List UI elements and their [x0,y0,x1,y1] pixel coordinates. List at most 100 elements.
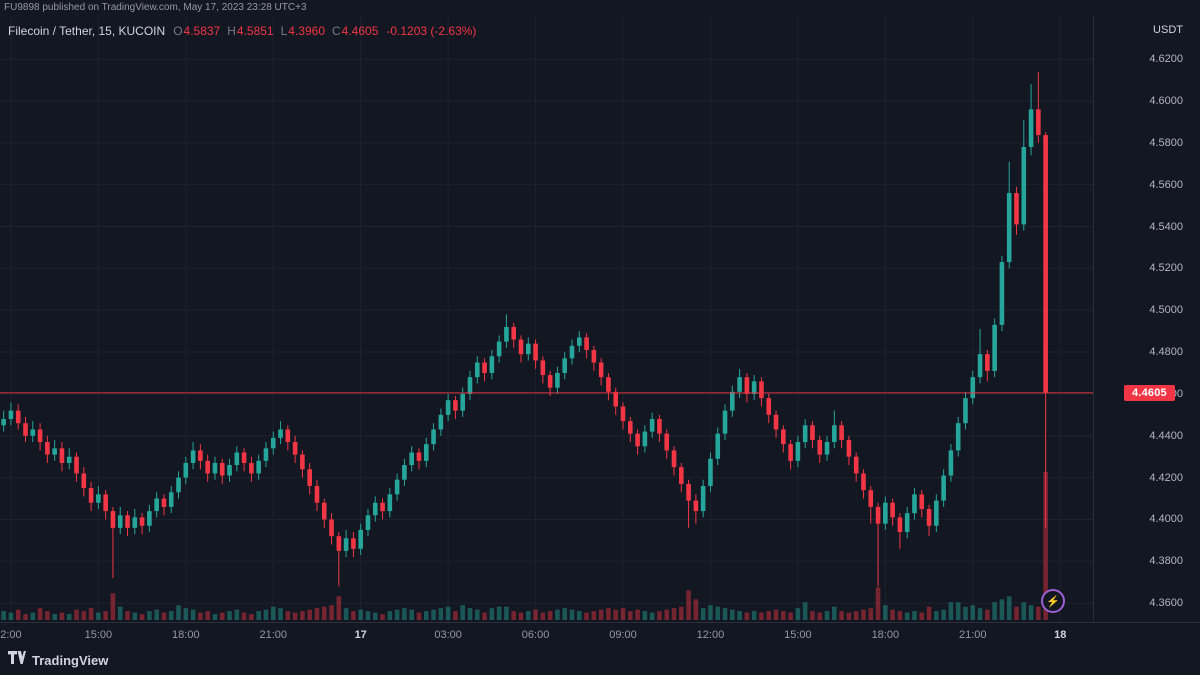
candle-body [875,506,881,524]
candle-body [307,469,312,486]
volume-bar [504,606,509,620]
volume-bar [992,602,997,620]
candlestick-chart[interactable] [0,16,1093,622]
chart-area[interactable]: Filecoin / Tether, 15, KUCOIN O 4.5837 H 4.… [0,16,1093,622]
volume-bar [1006,596,1012,620]
volume-bar [868,608,874,620]
candle-body [715,433,721,459]
tradingview-logo-icon[interactable] [8,651,26,670]
volume-bar [686,590,691,620]
volume-bar [904,612,910,620]
candle-body [795,442,801,461]
candle-body [23,423,28,436]
volume-bar [227,611,232,620]
volume-bar [431,609,436,620]
candle-body [15,410,21,424]
candle-body [620,406,626,422]
volume-bar [606,608,611,620]
volume-bar [8,612,14,620]
volume-bar [409,609,414,620]
volume-bar [292,612,298,620]
time-axis-label[interactable]: 03:00 [434,629,462,641]
candle-body [635,433,640,447]
volume-bar [934,611,939,620]
candle-body [387,494,393,512]
candle-body [256,460,261,474]
candle-body [416,452,422,461]
candle-body [853,456,859,474]
volume-bar [438,608,444,620]
candle-body [861,473,866,491]
tradingview-logo-text[interactable]: TradingView [32,653,109,668]
volume-bar [613,609,619,620]
time-axis-label[interactable]: 21:00 [259,629,288,641]
time-axis-label[interactable]: 18:00 [172,629,200,641]
volume-bar [897,611,903,620]
time-axis-label[interactable]: 15:00 [784,629,812,641]
volume-bar [234,609,240,620]
candle-body [562,358,568,373]
candle-body [555,372,560,388]
candle-body [380,502,385,512]
flash-icon[interactable]: ⚡ [1041,589,1065,613]
candle-body [52,448,57,455]
volume-bar [970,605,976,620]
candle-body [30,429,36,436]
price-axis[interactable]: USDT 4.6200 4.6000 4.5800 4.5600 4.5400 4.520… [1093,16,1200,622]
time-axis-label[interactable]: 12:00 [696,629,725,641]
volume-bar [584,612,589,620]
volume-bar [839,611,844,620]
symbol-title[interactable]: Filecoin / Tether, 15, KUCOIN [8,24,166,38]
volume-bar [576,611,582,620]
candle-body [125,515,130,528]
candle-body [1021,146,1027,225]
candle-body [147,511,152,526]
candle-body [438,414,444,430]
candle-body [751,381,757,394]
candle-body [154,498,159,512]
time-axis-label[interactable]: 06:00 [521,629,550,641]
time-axis-label[interactable]: 2:00 [0,629,22,641]
legend-ohlc-item: L 4.3960 [280,24,325,38]
legend-ohlc: O 4.5837 H 4.5851 L 4.3960 C 4.4605 [173,24,378,38]
candle-body [321,502,327,520]
candle-body [511,326,517,340]
volume-bar [977,608,983,620]
candle-body [693,500,699,512]
time-axis-label[interactable]: 17 [354,629,367,641]
time-axis-label[interactable]: 15:00 [84,629,113,641]
volume-bar [540,612,546,620]
candle-body [37,429,43,443]
candle-body [504,326,509,342]
currency-label: USDT [1153,24,1183,36]
time-axis-label[interactable]: 18:00 [871,629,900,641]
price-tick-label: 4.4800 [1149,346,1183,359]
volume-bar [518,612,524,620]
candle-body [999,262,1005,325]
candle-body [846,439,852,457]
candle-body [205,460,210,474]
time-axis-label[interactable]: 21:00 [959,629,987,641]
volume-bar [649,612,655,620]
volume-bar [883,605,888,620]
volume-bar [802,602,808,620]
volume-bar [37,608,43,620]
candle-body [824,442,830,455]
time-axis-label[interactable]: 09:00 [609,629,637,641]
candle-body [817,439,823,455]
price-tick-label: 4.6000 [1149,94,1183,107]
volume-bar [198,612,203,620]
candle-body [613,391,619,407]
volume-bar [591,611,597,620]
price-tick-label: 4.6200 [1149,53,1183,66]
volume-bar [52,614,57,620]
candle-body [219,462,225,476]
volume-bar [1014,606,1019,620]
candle-body [730,391,735,411]
volume-bar [846,612,852,620]
candle-body [744,377,750,394]
time-axis-label[interactable]: 18 [1054,629,1067,641]
volume-bar [759,612,764,620]
volume-bar [256,611,261,620]
time-axis[interactable]: 2:00 15:00 18:00 21:00 17 03:00 06:00 09:00 12:0… [0,622,1200,651]
